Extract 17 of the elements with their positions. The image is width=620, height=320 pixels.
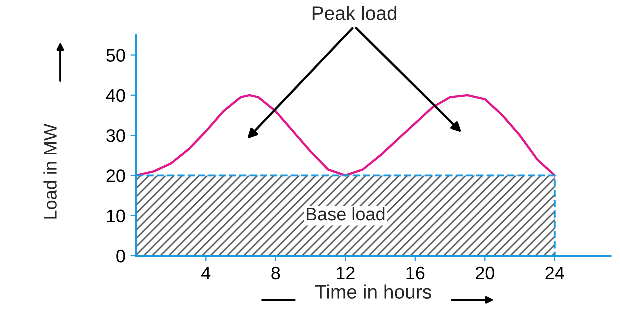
x-tick-label: 4 — [202, 267, 211, 280]
series-label: Base load — [306, 207, 385, 221]
x-tick-label: 8 — [272, 266, 280, 280]
y-tick-label: 50 — [106, 49, 126, 62]
x-tick-label: 16 — [406, 266, 425, 280]
y-tick-label: 20 — [106, 170, 126, 182]
y-tick-label: 40 — [106, 89, 126, 102]
x-tick-label: 24 — [546, 266, 564, 280]
line-series — [136, 94, 556, 177]
y-axis-title: Load in MW — [44, 124, 57, 219]
y-tick-label: 10 — [107, 210, 126, 223]
x-tick-label: 12 — [336, 266, 355, 280]
x-tick-label: 20 — [476, 266, 494, 280]
text: Peak load — [312, 6, 397, 20]
y-tick-label: 0 — [116, 250, 126, 263]
y-tick-label: 30 — [106, 130, 126, 142]
x-axis-title: Time in hours — [315, 284, 432, 299]
